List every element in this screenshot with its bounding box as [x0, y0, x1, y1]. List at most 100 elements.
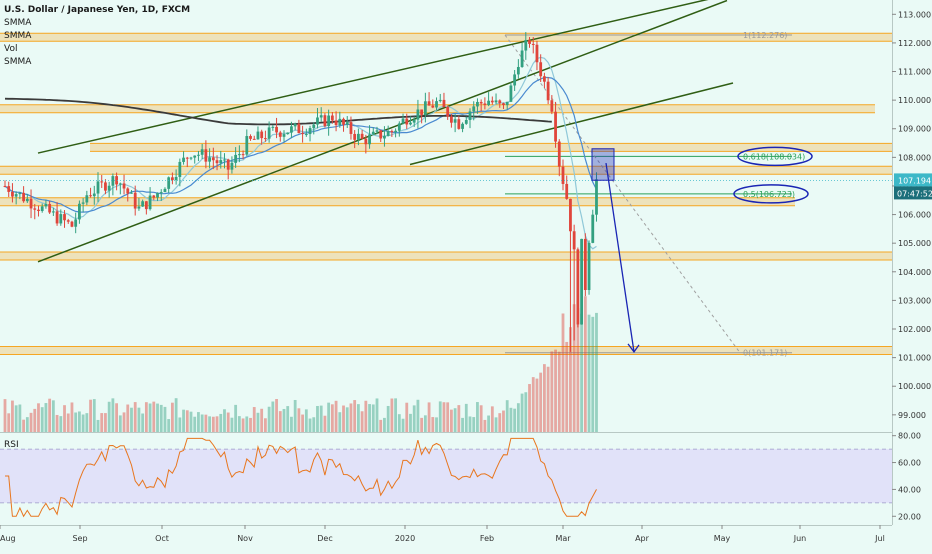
volume-bar — [48, 398, 52, 432]
volume-bar — [416, 399, 420, 432]
volume-bar — [25, 417, 29, 432]
volume-bar — [115, 403, 118, 432]
candle-body — [148, 195, 152, 210]
candle-body — [193, 155, 197, 158]
candle-body — [223, 159, 226, 161]
candle-body — [118, 183, 122, 185]
current-price-label: 107.194 — [898, 176, 931, 185]
candle-body — [189, 157, 193, 159]
candle-body — [557, 141, 561, 167]
candle-body — [29, 198, 33, 209]
candle-body — [438, 99, 442, 102]
candle-body — [431, 105, 435, 108]
highlight-ellipse — [737, 146, 813, 167]
volume-bar — [420, 417, 424, 432]
sr-zone — [0, 252, 892, 261]
volume-bar — [453, 408, 457, 432]
volume-bar — [18, 404, 22, 432]
volume-bar — [565, 341, 569, 432]
candle-body — [219, 160, 223, 164]
candle-body — [11, 191, 14, 197]
candle-body — [334, 120, 338, 126]
volume-bar — [349, 403, 353, 432]
volume-bar — [386, 405, 390, 432]
candle-body — [453, 119, 457, 123]
volume-bar — [152, 401, 156, 432]
volume-bar — [412, 405, 416, 432]
sr-zone — [0, 197, 795, 206]
volume-bar — [100, 413, 104, 432]
sr-zone — [90, 143, 892, 152]
candle-body — [286, 132, 290, 135]
volume-bar — [237, 416, 241, 432]
candle-body — [323, 115, 327, 127]
candle-body — [167, 177, 171, 189]
candle-body — [278, 132, 282, 137]
candle-body — [546, 81, 550, 101]
legend-vol[interactable]: Vol — [4, 44, 18, 54]
volume-bar — [278, 411, 282, 432]
candle-body — [483, 103, 487, 106]
candle-body — [342, 118, 345, 125]
volume-bar — [450, 409, 453, 432]
candle-body — [513, 74, 517, 86]
candle-body — [472, 106, 476, 112]
volume-bar — [33, 408, 37, 432]
candle-body — [152, 195, 156, 198]
volume-bar — [200, 414, 204, 432]
volume-bar — [185, 410, 189, 432]
candle-body — [539, 62, 543, 77]
volume-bar — [226, 412, 230, 432]
candle-body — [409, 122, 412, 125]
volume-bar — [572, 304, 576, 432]
legend-smma-1[interactable]: SMMA — [4, 18, 32, 28]
candle-body — [490, 100, 494, 103]
candle-body — [561, 166, 565, 184]
candle-body — [22, 192, 25, 202]
volume-bar — [338, 412, 342, 432]
volume-bar — [409, 413, 412, 432]
candle-body — [494, 100, 498, 103]
volume-bar — [513, 408, 517, 432]
candle-body — [81, 202, 85, 204]
volume-bar — [59, 416, 63, 432]
price-tick-label: 105.000 — [898, 239, 931, 248]
volume-bar — [89, 399, 92, 432]
volume-bar — [267, 406, 271, 432]
chart-legend: U.S. Dollar / Japanese Yen, 1D, FXCM SMM… — [4, 4, 190, 69]
rsi-pane-label[interactable]: RSI — [4, 440, 19, 450]
volume-bar — [230, 417, 234, 432]
candle-body — [159, 192, 163, 194]
volume-bar — [490, 406, 494, 432]
smma-fast-line — [4, 56, 597, 250]
candle-body — [122, 183, 126, 189]
volume-bar — [576, 308, 580, 432]
volume-bar — [516, 403, 520, 432]
legend-smma-3[interactable]: SMMA — [4, 57, 32, 67]
volume-bar — [401, 418, 405, 432]
smma-mid-line — [4, 76, 598, 213]
volume-bar — [353, 400, 357, 432]
volume-bar — [286, 406, 290, 432]
time-tick-label: Jun — [793, 534, 807, 543]
smma-slow-line — [4, 97, 552, 126]
candle-body — [3, 185, 7, 187]
volume-bar — [297, 408, 301, 432]
volume-bar — [405, 402, 409, 432]
time-tick-label: Aug — [0, 534, 16, 543]
candle-body — [144, 201, 148, 210]
legend-smma-2[interactable]: SMMA — [4, 31, 32, 41]
volume-bar — [3, 399, 7, 432]
volume-bar — [457, 405, 461, 432]
candle-body — [66, 220, 70, 222]
sr-zone — [0, 166, 892, 175]
time-tick-label: 2020 — [395, 534, 415, 543]
candle-body — [498, 100, 502, 104]
chart-title[interactable]: U.S. Dollar / Japanese Yen, 1D, FXCM — [4, 5, 191, 15]
candle-body — [85, 195, 89, 203]
candle-body — [595, 179, 598, 215]
candle-body — [89, 195, 92, 197]
volume-bar — [472, 417, 476, 432]
